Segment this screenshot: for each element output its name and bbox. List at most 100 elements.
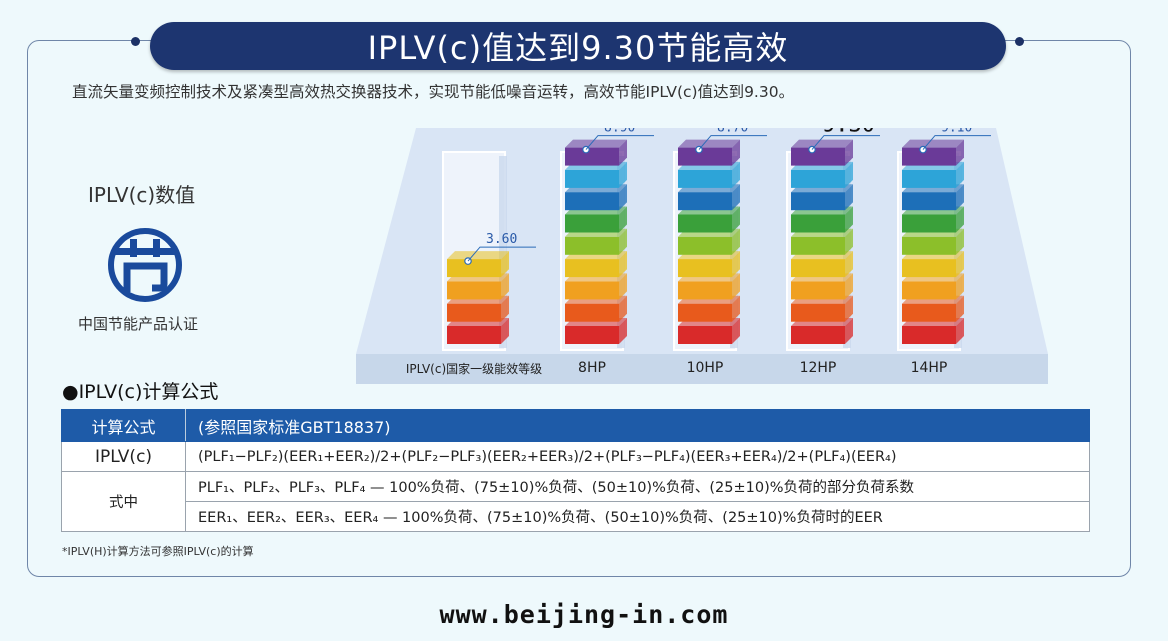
footnote: *IPLV(H)计算方法可参照IPLV(c)的计算 [62, 545, 254, 558]
row-formula: (PLF₁−PLF₂)(EER₁+EER₂)/2+(PLF₂−PLF₃)(EER… [185, 441, 1090, 472]
row-label-where: 式中 [61, 471, 186, 532]
bar-layer-side [619, 295, 627, 322]
row-plf-definition: PLF₁、PLF₂、PLF₃、PLF₄ — 100%负荷、(75±10)%负荷、… [185, 471, 1090, 502]
value-label: 8.70 [717, 128, 748, 136]
bar-layer [447, 259, 501, 278]
bar-layer [678, 169, 732, 188]
bar-layer-side [732, 139, 740, 166]
bar-layer-side [956, 251, 964, 278]
bar-layer-side [501, 295, 509, 322]
bar-layer-side [619, 184, 627, 211]
bar-layer-side [501, 318, 509, 344]
bar-layer-side [956, 295, 964, 322]
category-label: IPLV(c)国家一级能效等级 [405, 362, 543, 376]
bar-layer-side [845, 318, 853, 344]
bar-layer-top [678, 139, 740, 148]
bar-layer [447, 281, 501, 300]
value-leader-line [811, 135, 880, 150]
bar-layer-side [732, 295, 740, 322]
bar-layer-side [732, 206, 740, 233]
bar-layer [678, 281, 732, 300]
bar-layer-side [956, 206, 964, 233]
bar-layer [565, 192, 619, 211]
bar-layer-side [732, 251, 740, 278]
bar-layer [678, 326, 732, 344]
bar-layer-side [732, 228, 740, 255]
bar-layer-side [619, 273, 627, 300]
value-label: 9.30 [822, 128, 875, 138]
bar-layer [447, 303, 501, 322]
bar-layer [447, 326, 501, 344]
bar-layer [678, 147, 732, 166]
bar-layer [791, 326, 845, 344]
iplv-bar-chart: 3.60 8.90 8.70 9.30 9.10 IPLV(c)国家一级能效等级 8HP 1… [356, 128, 1048, 384]
bar-layer [791, 303, 845, 322]
bar-layer-side [619, 318, 627, 344]
value-leader-line [585, 135, 654, 150]
bar-layer [565, 259, 619, 278]
bar-layer [902, 192, 956, 211]
bar-layer [791, 147, 845, 166]
bar-layer [565, 326, 619, 344]
bar-layer [902, 214, 956, 233]
bar-layer [791, 214, 845, 233]
bar-layer-side [845, 273, 853, 300]
category-label: 10HP [686, 360, 724, 376]
bar-layer-side [619, 161, 627, 188]
bar-layer [565, 236, 619, 255]
bar-layer-side [619, 206, 627, 233]
energy-certification-logo-icon [108, 228, 182, 302]
bar-layer-side [619, 139, 627, 166]
bar-layer [565, 281, 619, 300]
bar-layer-side [956, 184, 964, 211]
bar-layer [902, 169, 956, 188]
bar-layer [902, 147, 956, 166]
value-label: 8.90 [604, 128, 635, 136]
bar-layer-side [956, 273, 964, 300]
bar-layer-side [732, 184, 740, 211]
bar-layer [902, 236, 956, 255]
bar-layer-top [447, 251, 509, 260]
bar-layer [791, 169, 845, 188]
bar-layer-side [501, 273, 509, 300]
bar-layer [902, 281, 956, 300]
formula-table-header: 计算公式 (参照国家标准GBT18837) [61, 409, 1090, 442]
bar-layer-side [732, 318, 740, 344]
bar-layer [678, 303, 732, 322]
formula-section-title: ●IPLV(c)计算公式 [62, 381, 219, 403]
iplv-value-label: IPLV(c)数值 [88, 183, 196, 207]
category-label: 14HP [910, 360, 948, 376]
bar-layer-side [732, 161, 740, 188]
bar-layer [791, 281, 845, 300]
description-text: 直流矢量变频控制技术及紧凑型高效热交换器技术，实现节能低噪音运转，高效节能IPL… [72, 83, 795, 101]
bar-layer [678, 236, 732, 255]
bar-layer [791, 236, 845, 255]
bar-layer-side [845, 161, 853, 188]
value-label: 3.60 [486, 232, 517, 247]
bar-layer [791, 192, 845, 211]
bar-layer-side [845, 206, 853, 233]
category-label: 12HP [799, 360, 837, 376]
table-row: EER₁、EER₂、EER₃、EER₄ — 100%负荷、(75±10)%负荷、… [62, 501, 1090, 532]
row-label-iplv: IPLV(c) [61, 441, 186, 472]
bar-layer [565, 303, 619, 322]
value-leader-line [467, 246, 536, 262]
bar-layer-side [619, 251, 627, 278]
table-row: 式中 PLF₁、PLF₂、PLF₃、PLF₄ — 100%负荷、(75±10)%… [61, 471, 1090, 532]
bar-layer-side [732, 273, 740, 300]
bar-layer-side [845, 139, 853, 166]
page-title: IPLV(c)值达到9.30节能高效 [150, 22, 1006, 70]
certification-caption: 中国节能产品认证 [78, 315, 199, 333]
bar-layer [565, 214, 619, 233]
bar-layer [902, 326, 956, 344]
bar-layer-side [845, 295, 853, 322]
row-eer-definition: EER₁、EER₂、EER₃、EER₄ — 100%负荷、(75±10)%负荷、… [185, 501, 1090, 532]
website-url: www.beijing-in.com [439, 600, 729, 629]
bar-layer [678, 259, 732, 278]
bar-layer-side [845, 228, 853, 255]
bar-layer-side [956, 161, 964, 188]
bar-layer-side [956, 139, 964, 166]
bar-layer [565, 169, 619, 188]
title-dot-left [131, 37, 140, 46]
value-label: 9.10 [941, 128, 972, 136]
